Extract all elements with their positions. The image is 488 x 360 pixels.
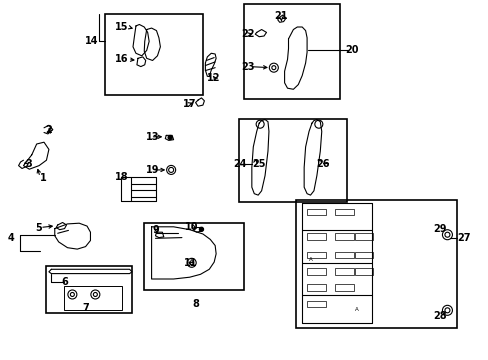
Text: 15: 15 [114, 22, 128, 32]
Bar [105, 14, 203, 95]
Circle shape [168, 135, 172, 140]
Bar [334, 233, 353, 240]
Circle shape [199, 227, 203, 231]
Text: 25: 25 [252, 159, 265, 169]
Text: 18: 18 [114, 172, 128, 182]
Bar [306, 268, 325, 275]
Text: 9: 9 [152, 225, 159, 235]
Text: 19: 19 [145, 165, 159, 175]
Bar [295, 200, 456, 328]
Text: 28: 28 [432, 311, 446, 321]
Text: A: A [308, 257, 312, 262]
Bar [238, 119, 346, 202]
Bar [334, 268, 353, 275]
Bar [334, 284, 353, 291]
Bar [334, 252, 353, 258]
Text: 3: 3 [25, 159, 32, 169]
Bar [306, 209, 325, 215]
Text: 17: 17 [183, 99, 196, 109]
Text: 6: 6 [61, 276, 68, 287]
Text: 16: 16 [114, 54, 128, 64]
Bar [46, 266, 132, 313]
Text: 23: 23 [241, 62, 255, 72]
Text: 13: 13 [145, 132, 159, 142]
Text: 27: 27 [456, 233, 469, 243]
Bar [354, 252, 372, 258]
Bar [144, 223, 243, 290]
Text: 12: 12 [207, 73, 221, 84]
Text: 4: 4 [7, 233, 14, 243]
Bar [306, 233, 325, 240]
Text: 2: 2 [45, 125, 52, 135]
Text: 11: 11 [183, 258, 197, 268]
Text: 21: 21 [274, 11, 287, 21]
Bar [243, 4, 339, 99]
Bar [354, 233, 372, 240]
Text: 14: 14 [85, 36, 99, 46]
Text: 24: 24 [232, 159, 246, 169]
Text: 8: 8 [192, 299, 199, 309]
Bar [334, 209, 353, 215]
Bar [354, 268, 372, 275]
Text: A: A [354, 307, 358, 312]
Text: 1: 1 [40, 173, 46, 183]
Bar [306, 252, 325, 258]
Text: 7: 7 [82, 303, 89, 313]
Bar [306, 284, 325, 291]
Bar [306, 301, 325, 307]
Text: 26: 26 [315, 159, 329, 169]
Text: 5: 5 [35, 223, 41, 233]
Bar [63, 286, 122, 310]
Text: 10: 10 [185, 222, 199, 232]
Text: 22: 22 [241, 29, 255, 39]
Text: 20: 20 [345, 45, 358, 55]
Text: 29: 29 [432, 224, 446, 234]
